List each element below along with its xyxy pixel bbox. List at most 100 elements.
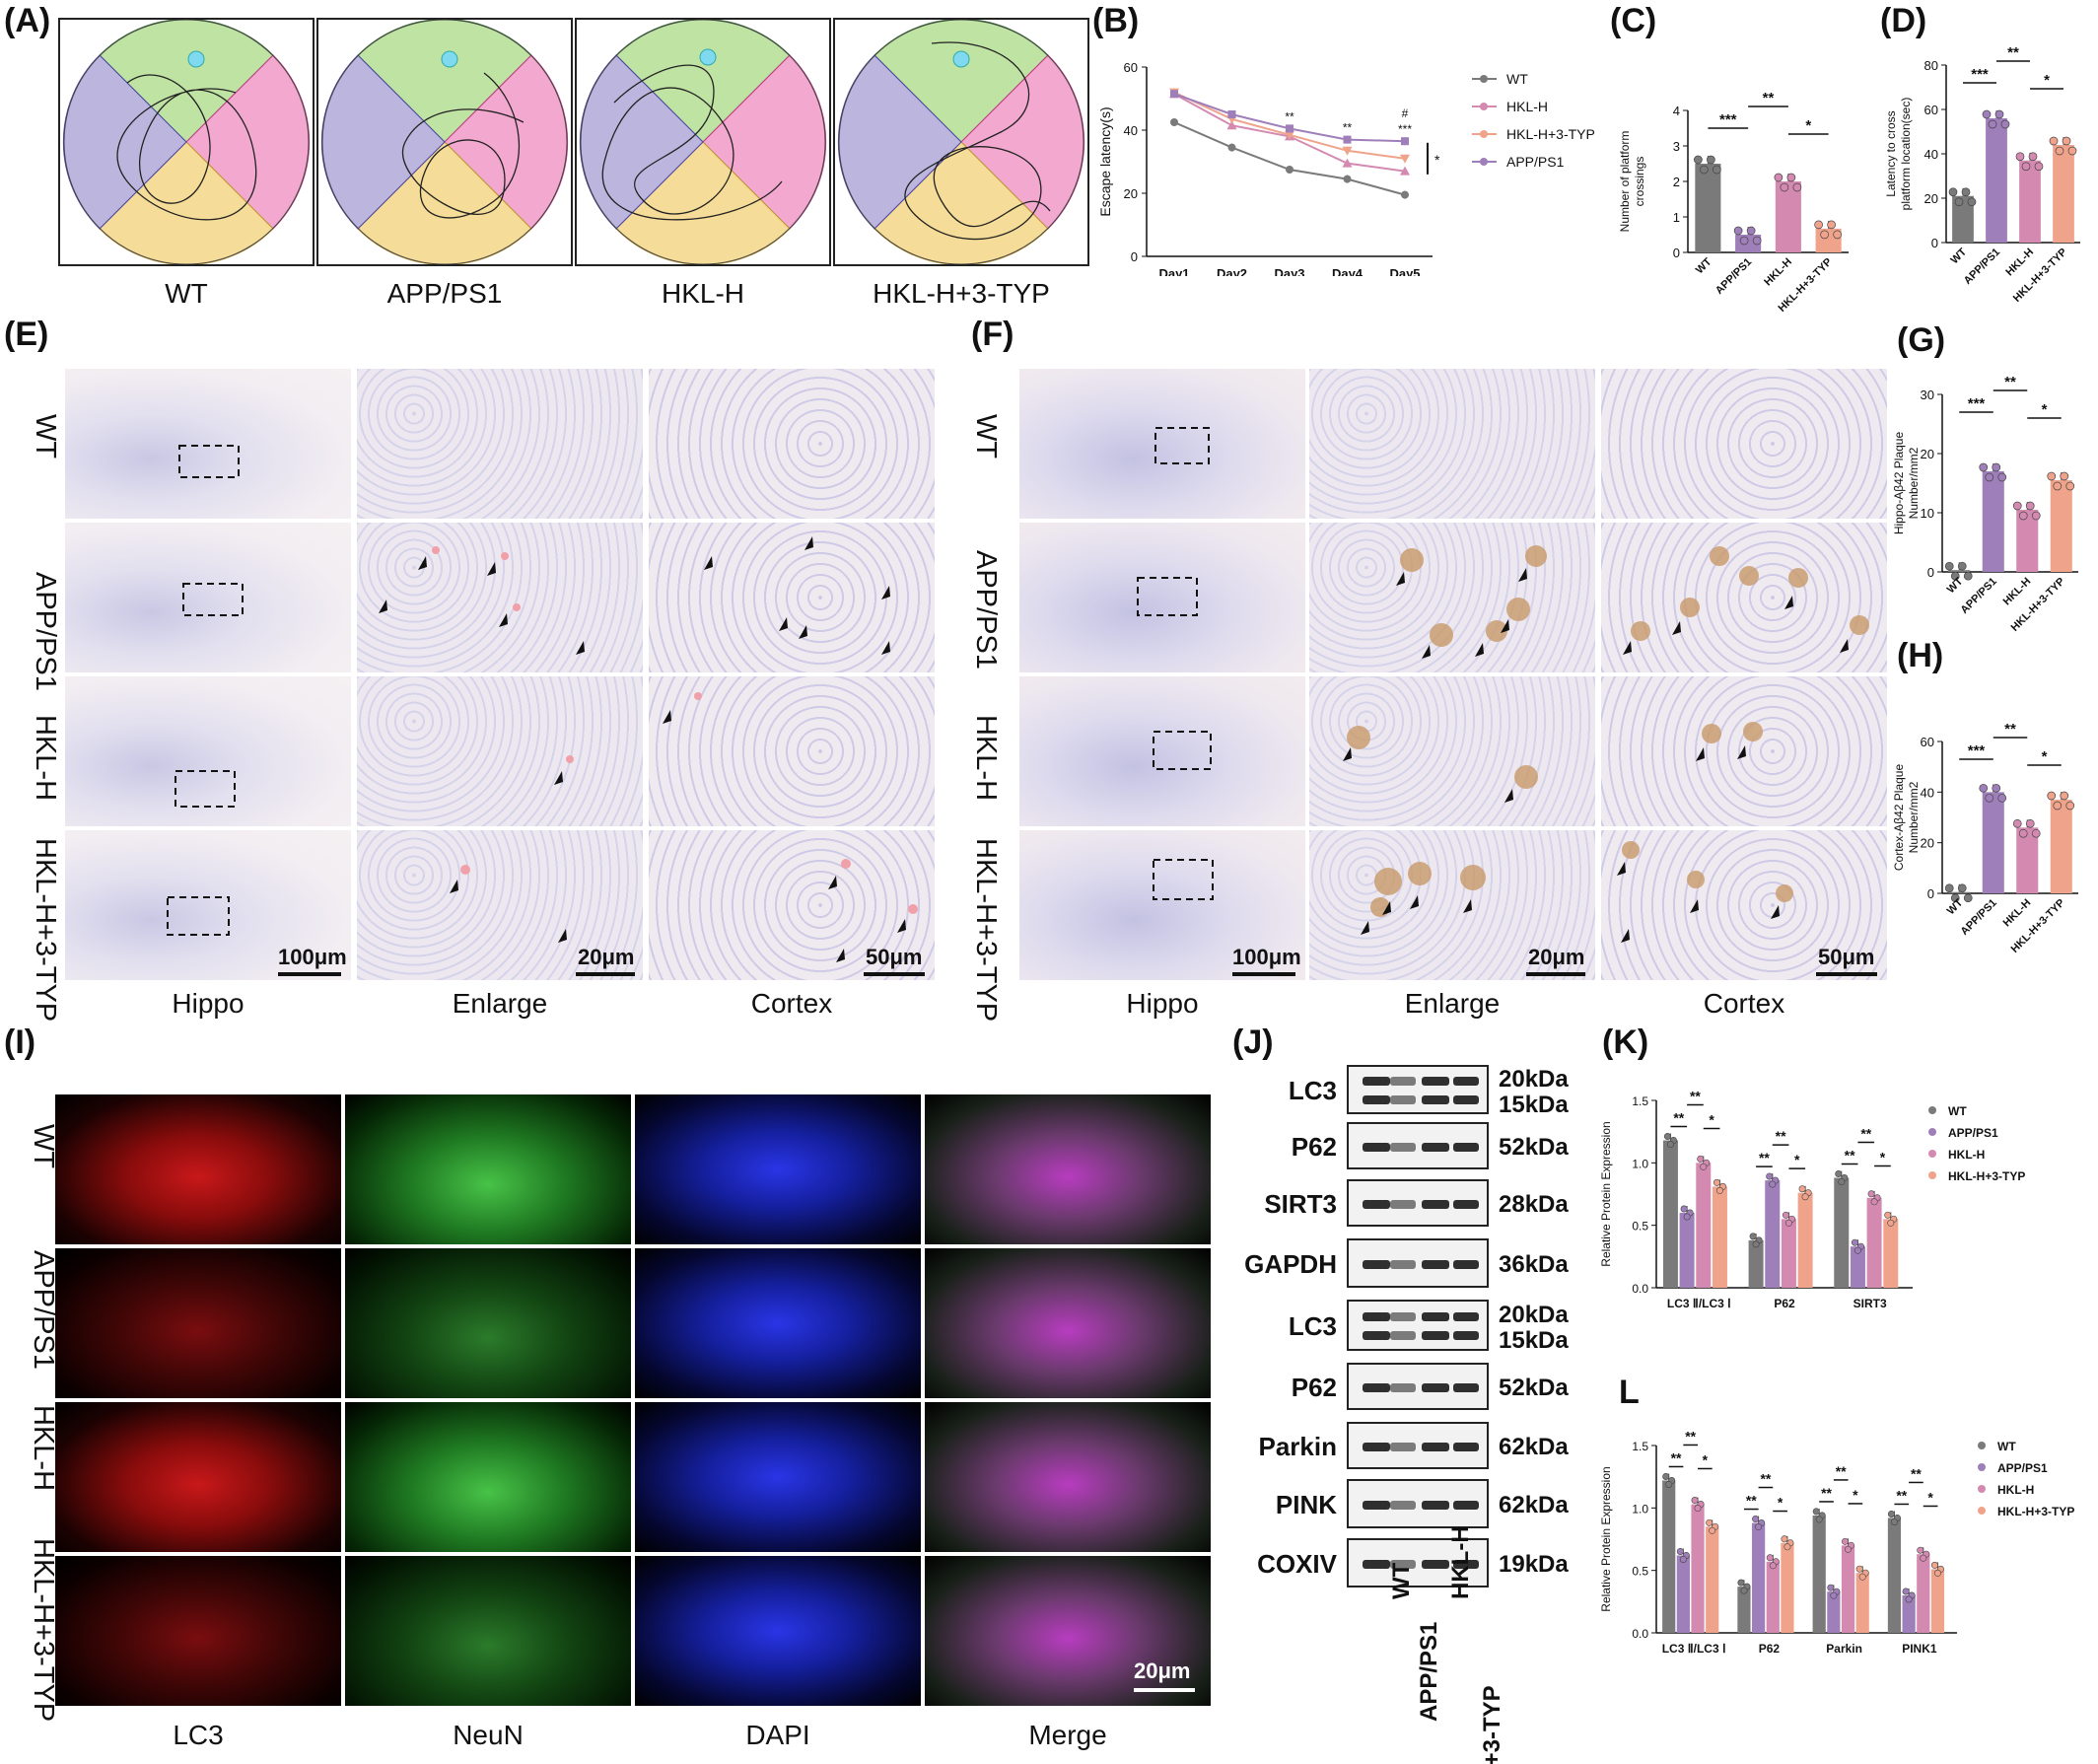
c-point (1746, 226, 1756, 236)
h-point (1950, 893, 1960, 903)
k-legend-marker (1928, 1106, 1936, 1114)
wb-protein-label: COXIV (1257, 1549, 1337, 1579)
row-label-f-hkl-h: HKL-H (970, 715, 1002, 802)
l-bar (1676, 1555, 1690, 1633)
wb-box-parkin (1347, 1422, 1489, 1469)
l-bar (1691, 1504, 1705, 1633)
c-point (1780, 182, 1789, 192)
panel-label-i: (I) (4, 1023, 36, 1061)
k-bar (1662, 1140, 1678, 1288)
wb-band (1453, 1383, 1479, 1392)
b-legend-label: HKL-H (1506, 99, 1548, 114)
l-sig-label: * (1778, 1495, 1783, 1511)
d-xtick-label: WT (1949, 246, 1970, 266)
wb-band (1390, 1095, 1416, 1104)
k-point (1782, 1211, 1789, 1219)
wb-band (1453, 1260, 1479, 1269)
k-legend-label: WT (1948, 1104, 1967, 1118)
l-point (1766, 1554, 1774, 1562)
h-bar (2050, 800, 2072, 893)
l-point (1812, 1508, 1820, 1516)
l-legend-label: HKL-H+3-TYP (1997, 1505, 2074, 1518)
k-point (1663, 1133, 1671, 1141)
l-bar (1781, 1542, 1794, 1633)
c-point (1752, 236, 1762, 246)
wb-kda-label: 20kDa (1499, 1302, 1569, 1328)
k-sig-label: * (1880, 1150, 1886, 1165)
wb-band (1453, 1200, 1479, 1209)
h-bar (1982, 792, 2004, 893)
e-app-cortex (649, 523, 935, 672)
k-legend-marker (1928, 1128, 1936, 1136)
c-point (1820, 230, 1829, 240)
k-legend-label: HKL-H (1948, 1148, 1985, 1162)
g-point (2065, 481, 2075, 491)
g-sig-label: * (2042, 401, 2048, 418)
b-ytick-label: 60 (1124, 60, 1138, 75)
d-bar (1952, 195, 1974, 243)
wb-protein-label: P62 (1291, 1373, 1337, 1402)
l-point (1679, 1555, 1687, 1563)
row-label-e-app-ps1: APP/PS1 (30, 572, 61, 691)
k-point (1769, 1180, 1777, 1188)
k-ytick-label: 0.5 (1632, 1220, 1648, 1234)
l-sig-label: ** (1896, 1487, 1907, 1503)
b-point (1401, 137, 1409, 146)
l-bar (1812, 1515, 1826, 1633)
l-point (1755, 1523, 1763, 1531)
maze-hkl-h-3-typ (833, 18, 1089, 266)
i-app-merge (925, 1248, 1211, 1398)
l-ylabel: Relative Protein Expression (1599, 1466, 1613, 1611)
h-point (2012, 818, 2022, 828)
row-label-i-hkl-h-3-typ: HKL-H+3-TYP (28, 1538, 59, 1723)
wb-band (1453, 1560, 1479, 1569)
b-ytick-label: 0 (1131, 249, 1138, 264)
g-xtick-label: HKL-H (2001, 576, 2034, 608)
k-bar (1748, 1239, 1764, 1288)
row-label-f-hkl-h-3-typ: HKL-H+3-TYP (970, 838, 1002, 1023)
g-point (2031, 511, 2041, 521)
f-scale-enlarge-bar (1526, 972, 1585, 976)
wb-band (1422, 1560, 1449, 1569)
l-bar (1737, 1587, 1751, 1633)
wb-box-lc3 (1347, 1065, 1489, 1114)
k-sig-label: ** (1860, 1126, 1871, 1142)
g-point (2053, 481, 2063, 491)
k-bar (1696, 1163, 1712, 1288)
h-xtick-label: HKL-H (2001, 897, 2034, 930)
d-xtick-label: HKL-H (2003, 247, 2036, 279)
maze-label-app-ps1: APP/PS1 (386, 278, 503, 309)
i-hklh-merge (925, 1402, 1211, 1552)
wb-lane-label: WT (1388, 1562, 1415, 1599)
e-scale-cortex-bar (864, 972, 925, 976)
l-point (1737, 1579, 1745, 1587)
l-sig-label: * (1703, 1451, 1709, 1467)
l-sig-label: ** (1760, 1471, 1771, 1487)
wb-kda-label: 15kDa (1499, 1092, 1569, 1118)
wb-box-sirt3 (1347, 1179, 1489, 1227)
c-point (1833, 230, 1842, 240)
l-point (1890, 1517, 1898, 1525)
k-bar (1866, 1197, 1882, 1288)
l-legend-label: WT (1997, 1440, 2016, 1453)
l-point (1905, 1595, 1913, 1603)
e-hklh-enlarge (357, 676, 643, 826)
d-point (2067, 146, 2077, 156)
l-point (1827, 1584, 1835, 1591)
k-point (1713, 1178, 1720, 1186)
b-ytick-label: 40 (1124, 123, 1138, 138)
chart-escape-latency: 0 20 40 60 Day1 Day2 Day3 Day4 Day5 Escape latenc… (1097, 60, 1595, 276)
b-point (1400, 166, 1410, 176)
wb-band (1390, 1331, 1416, 1341)
g-point (1963, 571, 1973, 581)
wb-kda-label: 36kDa (1499, 1251, 1569, 1278)
g-bar (2016, 510, 2039, 572)
l-sig-label: ** (1671, 1449, 1682, 1465)
b-point (1227, 143, 1236, 152)
wb-kda-label: 20kDa (1499, 1066, 1569, 1093)
h-point (2065, 801, 2075, 811)
b-legend-marker (1480, 75, 1488, 83)
k-point (1801, 1193, 1809, 1201)
wb-band (1422, 1260, 1449, 1269)
h-point (1957, 883, 1967, 893)
